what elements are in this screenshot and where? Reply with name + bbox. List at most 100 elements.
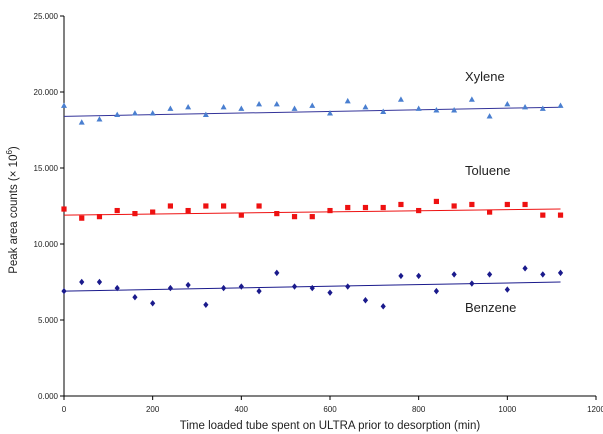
x-tick-label: 800 <box>412 405 426 414</box>
benzene-data-point <box>61 287 67 295</box>
toluene-data-point <box>309 214 315 220</box>
benzene-series-label: Benzene <box>465 300 516 315</box>
benzene-data-point <box>221 284 227 292</box>
series-labels: Xylene Toluene Benzene <box>465 69 516 315</box>
benzene-data-point <box>451 271 457 278</box>
benzene-data-point <box>274 269 280 277</box>
benzene-data-point <box>132 294 138 301</box>
toluene-data-point <box>238 212 244 218</box>
y-tick-label: 20.000 <box>34 88 59 97</box>
benzene-data-point <box>167 284 173 292</box>
xylene-data-point <box>397 96 404 102</box>
chart-ticks: 0.000 5.000 10.000 15.000 20.000 25.000 0 200 40… <box>34 12 603 414</box>
toluene-data-point <box>522 201 528 208</box>
xylene-data-point <box>61 102 67 108</box>
x-tick-label: 400 <box>235 405 249 414</box>
toluene-data-point <box>487 209 493 215</box>
xylene-series-label: Xylene <box>465 69 505 84</box>
y-tick-label: 5.000 <box>38 316 59 325</box>
toluene-data-point <box>185 207 191 214</box>
benzene-data-point <box>557 269 564 277</box>
xylene-data-point <box>504 100 511 107</box>
toluene-data-point <box>256 203 262 209</box>
xylene-data-point <box>327 110 333 116</box>
benzene-data-point <box>380 303 386 310</box>
benzene-data-point <box>96 278 103 286</box>
xylene-data-point <box>433 107 440 113</box>
xylene-data-point <box>202 111 209 117</box>
xylene-data-point <box>273 100 280 107</box>
y-tick-label: 0.000 <box>38 392 59 401</box>
toluene-data-point <box>433 198 439 205</box>
toluene-data-point <box>61 206 67 212</box>
x-tick-label: 0 <box>62 405 67 414</box>
benzene-data-point <box>522 265 528 272</box>
xylene-data-point <box>451 107 458 113</box>
benzene-data-point <box>256 287 262 295</box>
toluene-data-point <box>96 214 103 220</box>
y-axis-label-close: ) <box>8 146 20 150</box>
y-tick-label: 10.000 <box>34 240 59 249</box>
toluene-data-point <box>451 203 457 209</box>
xylene-data-point <box>167 105 174 111</box>
toluene-data-point <box>398 201 404 208</box>
xylene-data-point <box>362 104 369 110</box>
benzene-data-point <box>185 281 191 289</box>
benzene-data-point <box>238 283 244 290</box>
toluene-data-point <box>150 209 156 215</box>
x-tick-label: 1200 <box>587 405 603 414</box>
xylene-data-point <box>539 105 546 111</box>
toluene-data-point <box>469 201 475 208</box>
data-points <box>61 96 564 310</box>
toluene-data-point <box>291 214 298 220</box>
toluene-trend-line <box>63 208 561 216</box>
xylene-data-point <box>96 116 103 122</box>
benzene-data-point <box>487 271 493 278</box>
benzene-data-point <box>362 297 369 304</box>
benzene-data-point <box>345 283 351 290</box>
xylene-data-point <box>415 105 422 111</box>
benzene-data-point <box>291 283 298 290</box>
xylene-data-point <box>380 108 387 114</box>
toluene-data-point <box>327 207 333 214</box>
toluene-data-point <box>345 204 351 211</box>
y-tick-label: 25.000 <box>34 12 59 21</box>
toluene-data-point <box>167 203 173 209</box>
benzene-data-point <box>398 272 404 280</box>
x-tick-label: 200 <box>146 405 160 414</box>
xylene-data-point <box>344 97 351 104</box>
benzene-data-point <box>114 284 120 292</box>
toluene-data-point <box>504 201 510 208</box>
benzene-data-point <box>416 272 422 280</box>
toluene-data-point <box>557 212 564 218</box>
xylene-data-point <box>131 110 138 116</box>
xylene-data-point <box>468 96 475 102</box>
xylene-data-point <box>220 104 227 110</box>
xylene-data-point <box>78 119 85 125</box>
toluene-data-point <box>362 204 369 211</box>
toluene-data-point <box>221 203 227 209</box>
xylene-data-point <box>114 111 121 117</box>
benzene-data-point <box>203 301 209 308</box>
benzene-data-point <box>433 287 439 295</box>
xylene-trend-line <box>63 106 561 117</box>
toluene-data-point <box>274 211 280 217</box>
xylene-data-point <box>557 102 564 108</box>
toluene-data-point <box>114 207 120 214</box>
xylene-data-point <box>238 105 245 111</box>
x-tick-label: 600 <box>323 405 337 414</box>
benzene-data-point <box>469 280 475 287</box>
xylene-data-point <box>522 104 529 110</box>
benzene-data-point <box>504 286 510 293</box>
benzene-data-point <box>150 300 156 307</box>
xylene-data-point <box>309 102 316 108</box>
x-axis-label: Time loaded tube spent on ULTRA prior to… <box>180 420 481 432</box>
toluene-data-point <box>540 212 546 218</box>
xylene-data-point <box>185 104 192 110</box>
xylene-data-point <box>149 110 156 116</box>
benzene-data-point <box>327 289 333 296</box>
toluene-data-point <box>380 204 386 211</box>
toluene-series-label: Toluene <box>465 163 511 178</box>
benzene-data-point <box>79 278 85 286</box>
